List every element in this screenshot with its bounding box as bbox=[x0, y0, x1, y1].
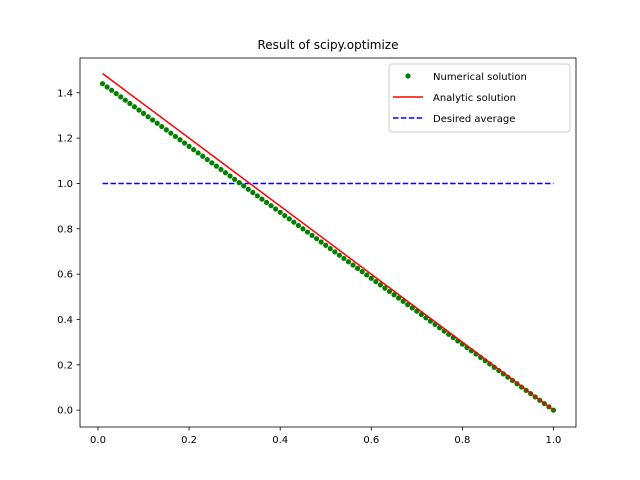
series-numerical-point bbox=[232, 176, 238, 182]
series-numerical-point bbox=[364, 272, 370, 278]
series-numerical-point bbox=[131, 104, 138, 110]
legend-frame bbox=[388, 63, 571, 133]
y-tick-label: 0.8 bbox=[57, 224, 73, 235]
series-numerical-point bbox=[304, 229, 311, 235]
series-numerical-point bbox=[118, 94, 124, 100]
y-tick-label: 1.0 bbox=[57, 179, 73, 190]
series-numerical-point bbox=[377, 282, 383, 288]
series-numerical-point bbox=[163, 127, 169, 133]
series-numerical-point bbox=[386, 288, 393, 295]
series-numerical-point bbox=[241, 183, 247, 189]
series-numerical-point bbox=[277, 209, 283, 215]
series-numerical-point bbox=[181, 140, 188, 146]
y-tick-label: 0.6 bbox=[57, 270, 73, 281]
series-numerical-point bbox=[168, 130, 174, 136]
legend-label-desired: Desired average bbox=[433, 114, 515, 125]
series-numerical-point bbox=[286, 216, 292, 222]
series-numerical-point bbox=[332, 249, 338, 255]
series-numerical-point bbox=[291, 219, 297, 225]
x-tick-label: 0.6 bbox=[363, 435, 379, 446]
series-numerical-point bbox=[273, 206, 279, 212]
series-numerical-point bbox=[245, 186, 251, 192]
series-numerical-point bbox=[345, 259, 352, 265]
series-numerical-point bbox=[204, 156, 210, 163]
series-numerical-point bbox=[195, 150, 201, 156]
series-numerical-point bbox=[263, 199, 270, 206]
y-tick-label: 1.4 bbox=[57, 88, 73, 99]
series-numerical-point bbox=[191, 147, 197, 153]
series-layer bbox=[99, 72, 557, 413]
series-numerical-point bbox=[218, 166, 224, 173]
series-numerical-point bbox=[268, 203, 274, 209]
legend-marker-numerical bbox=[405, 73, 411, 79]
series-numerical-point bbox=[104, 84, 110, 90]
series-numerical-point bbox=[336, 252, 342, 258]
y-tick-label: 0.0 bbox=[57, 406, 73, 417]
series-numerical-point bbox=[236, 180, 242, 186]
axes-frame bbox=[79, 57, 577, 428]
series-numerical-point bbox=[150, 117, 156, 123]
series-numerical-point bbox=[250, 189, 256, 196]
series-numerical-point bbox=[145, 114, 151, 120]
x-tick-label: 0.0 bbox=[90, 435, 106, 446]
series-numerical-point bbox=[200, 153, 206, 159]
y-tick-label: 0.2 bbox=[57, 360, 73, 371]
series-numerical-point bbox=[113, 90, 119, 97]
series-analytic-line bbox=[102, 72, 554, 411]
series-numerical-point bbox=[177, 137, 183, 143]
series-numerical-point bbox=[395, 295, 402, 301]
y-tick-label: 1.2 bbox=[57, 134, 73, 145]
x-tick-label: 0.2 bbox=[181, 435, 197, 446]
series-numerical-point bbox=[391, 292, 397, 298]
series-numerical-point bbox=[318, 239, 324, 245]
series-numerical-point bbox=[259, 196, 265, 202]
series-numerical-point bbox=[127, 100, 133, 107]
series-numerical-point bbox=[227, 173, 233, 179]
x-axis: 0.0 0.2 0.4 0.6 0.8 1.0 bbox=[90, 427, 561, 446]
series-numerical-point bbox=[400, 298, 406, 304]
series-numerical-point bbox=[222, 170, 229, 176]
series-numerical-point bbox=[186, 143, 192, 149]
series-numerical-point bbox=[382, 285, 388, 291]
series-numerical-point bbox=[323, 242, 329, 248]
series-numerical-point bbox=[136, 107, 142, 113]
series-numerical-point bbox=[300, 226, 306, 232]
series-numerical-point bbox=[355, 265, 361, 271]
series-numerical-point bbox=[140, 110, 147, 116]
series-numerical-point bbox=[295, 222, 301, 229]
legend-label-numerical: Numerical solution bbox=[433, 72, 527, 83]
series-numerical-point bbox=[359, 269, 365, 275]
x-tick-label: 0.8 bbox=[454, 435, 470, 446]
series-numerical-point bbox=[314, 236, 320, 242]
x-tick-label: 0.4 bbox=[272, 435, 288, 446]
x-tick-label: 1.0 bbox=[546, 435, 562, 446]
series-numerical-point bbox=[172, 133, 179, 140]
series-numerical-point bbox=[373, 278, 379, 285]
series-numerical-point bbox=[254, 193, 261, 199]
chart-title: Result of scipy.optimize bbox=[258, 38, 399, 52]
series-numerical-point bbox=[122, 97, 128, 103]
series-numerical-point bbox=[368, 275, 374, 281]
series-numerical-point bbox=[350, 262, 356, 268]
series-numerical-point bbox=[282, 212, 288, 219]
series-numerical-point bbox=[209, 160, 215, 166]
series-numerical-point bbox=[309, 232, 315, 238]
series-numerical-point bbox=[159, 123, 165, 130]
series-numerical-point bbox=[341, 255, 347, 262]
series-numerical-point bbox=[99, 81, 106, 87]
series-numerical-point bbox=[109, 87, 115, 93]
y-tick-label: 0.4 bbox=[57, 315, 73, 326]
legend: Numerical solution Analytic solution Des… bbox=[388, 63, 571, 133]
series-numerical-point bbox=[405, 302, 411, 308]
series-numerical-point bbox=[327, 245, 333, 252]
series-numerical-point bbox=[154, 120, 160, 126]
legend-label-analytic: Analytic solution bbox=[433, 93, 516, 104]
series-numerical-point bbox=[213, 163, 220, 169]
y-axis: 0.0 0.2 0.4 0.6 0.8 1.0 1.2 1.4 bbox=[57, 88, 80, 417]
